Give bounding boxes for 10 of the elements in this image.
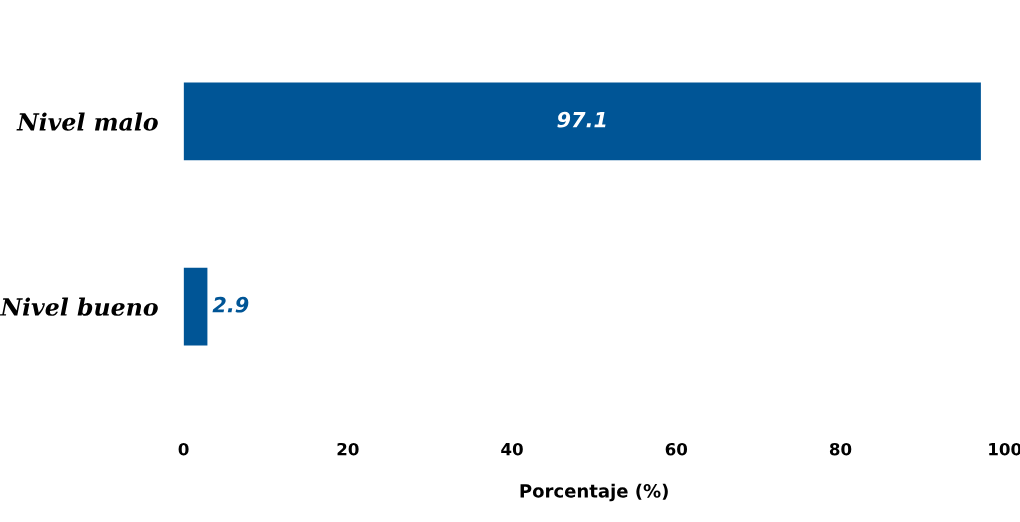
- x-tick-label: 60: [665, 442, 688, 456]
- x-tick-label: 0: [178, 442, 189, 456]
- x-tick-label: 80: [829, 442, 852, 456]
- x-tick-label: 20: [337, 442, 359, 456]
- x-axis-title: Porcentaje (%): [520, 483, 668, 502]
- y-tick-label: Nivel malo: [16, 112, 158, 131]
- y-tick-label: Nivel bueno: [0, 297, 158, 316]
- data-label: 2.9: [212, 296, 249, 313]
- x-tick-label: 40: [501, 442, 523, 456]
- data-label: 97.1: [557, 111, 606, 128]
